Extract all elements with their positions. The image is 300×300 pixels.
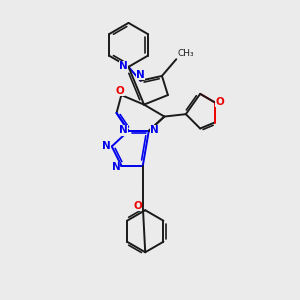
Text: O: O	[116, 86, 124, 96]
Text: O: O	[215, 97, 224, 107]
Text: N: N	[112, 162, 121, 172]
Text: CH₃: CH₃	[178, 49, 194, 58]
Text: N: N	[119, 126, 128, 136]
Text: O: O	[133, 201, 142, 211]
Text: N: N	[102, 141, 111, 152]
Text: N: N	[150, 125, 158, 135]
Text: N: N	[119, 125, 128, 135]
Text: N: N	[119, 61, 128, 71]
Text: N: N	[136, 70, 145, 80]
